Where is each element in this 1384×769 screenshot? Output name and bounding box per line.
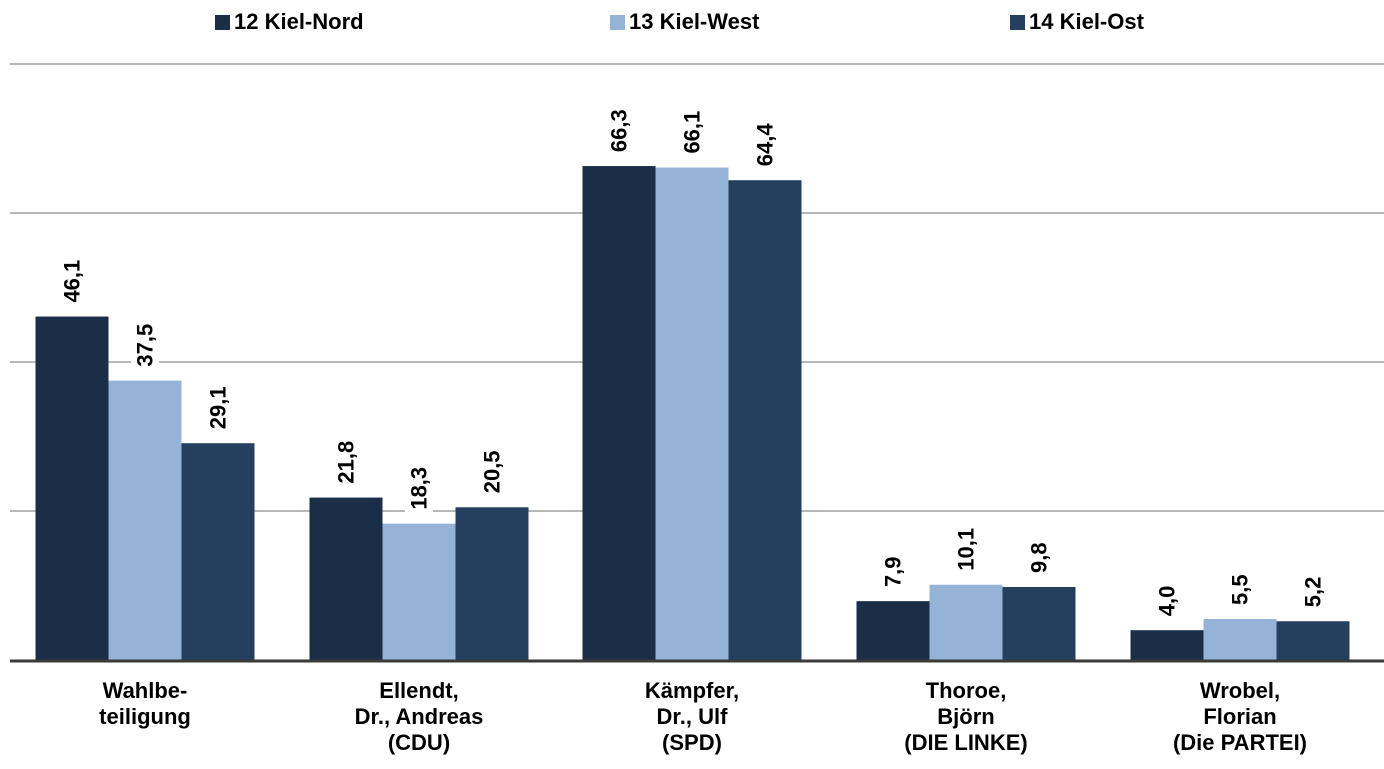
- category-label-line: (CDU): [387, 730, 451, 755]
- category-label-line: Ellendt,: [379, 678, 459, 703]
- category-label-line: teiligung: [99, 704, 191, 729]
- category-label-line: Florian: [1203, 704, 1277, 729]
- legend-item-kiel-nord: 12 Kiel-Nord: [215, 9, 364, 35]
- category-label: Ellendt, Dr., Andreas (CDU): [299, 678, 539, 756]
- bar-0-1: [108, 380, 182, 660]
- data-label-backing: [605, 100, 633, 157]
- data-label-backing: [131, 314, 159, 371]
- legend-item-kiel-ost: 14 Kiel-Ost: [1010, 9, 1144, 35]
- category-label: Wrobel, Florian (Die PARTEI): [1120, 678, 1360, 756]
- legend-item-kiel-west: 13 Kiel-West: [610, 9, 759, 35]
- category-label-line: Björn: [937, 704, 995, 729]
- data-label: 5,2: [1301, 577, 1326, 608]
- bar-2-0: [582, 166, 656, 660]
- legend-swatch: [1010, 14, 1025, 30]
- legend-label: 13 Kiel-West: [629, 9, 760, 34]
- legend: 12 Kiel-Nord 13 Kiel-West 14 Kiel-Ost: [0, 9, 1384, 41]
- legend-swatch: [610, 14, 625, 30]
- legend-label: 14 Kiel-Ost: [1029, 9, 1144, 34]
- bar-1-1: [382, 523, 456, 660]
- data-label-backing: [1299, 567, 1327, 612]
- data-label-backing: [751, 114, 779, 171]
- bar-3-0: [856, 601, 930, 660]
- data-label-backing: [204, 377, 232, 434]
- data-label: 18,3: [407, 467, 432, 510]
- category-label-line: Wahlbe-: [102, 678, 188, 703]
- data-label: 37,5: [133, 324, 158, 367]
- data-label: 20,5: [480, 450, 505, 493]
- bar-1-2: [455, 507, 529, 660]
- legend-swatch: [215, 14, 230, 30]
- category-label: Kämpfer, Dr., Ulf (SPD): [572, 678, 812, 756]
- data-label-backing: [478, 441, 506, 498]
- data-label-backing: [332, 431, 360, 488]
- bar-1-0: [309, 497, 383, 660]
- data-label: 66,1: [680, 111, 705, 154]
- category-label-line: (Die PARTEI): [1172, 730, 1308, 755]
- data-label-backing: [678, 101, 706, 158]
- legend-label: 12 Kiel-Nord: [234, 9, 364, 34]
- data-label-backing: [1153, 576, 1181, 621]
- bar-0-2: [181, 443, 255, 660]
- bar-4-2: [1276, 621, 1350, 660]
- data-label: 64,4: [753, 123, 778, 167]
- category-label: Wahlbe-teiligung: [25, 678, 265, 730]
- data-label: 10,1: [954, 528, 979, 571]
- data-label: 29,1: [206, 386, 231, 429]
- data-label-backing: [1025, 532, 1053, 577]
- data-label-backing: [58, 250, 86, 307]
- data-label-backing: [405, 457, 433, 514]
- category-label-line: (DIE LINKE): [904, 730, 1028, 755]
- data-label: 5,5: [1228, 574, 1253, 605]
- category-label-line: Thoroe,: [925, 678, 1007, 703]
- data-label: 66,3: [607, 109, 632, 152]
- data-label: 21,8: [334, 441, 359, 484]
- category-label-line: Kämpfer,: [644, 678, 740, 703]
- bar-3-1: [929, 584, 1003, 660]
- bar-0-0: [35, 316, 109, 660]
- bar-4-0: [1130, 630, 1204, 660]
- data-label: 46,1: [60, 260, 85, 303]
- bar-3-2: [1002, 586, 1076, 660]
- category-label-line: (SPD): [662, 730, 722, 755]
- data-label-backing: [879, 547, 907, 592]
- category-label-line: Dr., Ulf: [656, 704, 728, 729]
- data-label: 7,9: [881, 557, 906, 588]
- category-label: Thoroe, Björn (DIE LINKE): [846, 678, 1086, 756]
- bar-2-1: [655, 167, 729, 660]
- category-label-line: Wrobel,: [1199, 678, 1281, 703]
- data-label-backing: [952, 518, 980, 575]
- data-label: 9,8: [1027, 542, 1052, 573]
- data-label-backing: [1226, 565, 1254, 610]
- category-label-line: Dr., Andreas: [354, 704, 484, 729]
- bar-4-1: [1203, 619, 1277, 660]
- bar-2-2: [728, 180, 802, 660]
- data-label: 4,0: [1155, 586, 1180, 617]
